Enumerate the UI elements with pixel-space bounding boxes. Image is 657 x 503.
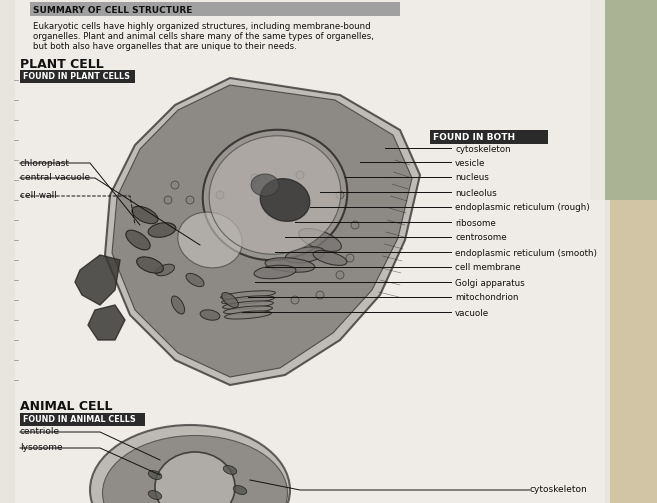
Circle shape	[171, 181, 179, 189]
Circle shape	[336, 271, 344, 279]
FancyBboxPatch shape	[610, 200, 657, 503]
Text: SUMMARY OF CELL STRUCTURE: SUMMARY OF CELL STRUCTURE	[33, 6, 193, 15]
Ellipse shape	[254, 265, 296, 279]
Circle shape	[351, 221, 359, 229]
Circle shape	[346, 254, 354, 262]
Ellipse shape	[155, 452, 235, 503]
Text: Eukaryotic cells have highly organized structures, including membrane-bound: Eukaryotic cells have highly organized s…	[33, 22, 371, 31]
FancyBboxPatch shape	[20, 70, 135, 83]
FancyBboxPatch shape	[30, 2, 400, 16]
Polygon shape	[105, 78, 420, 385]
Ellipse shape	[285, 247, 325, 263]
Text: nucleolus: nucleolus	[455, 189, 497, 198]
Ellipse shape	[102, 436, 288, 503]
Text: central vacuole: central vacuole	[20, 174, 90, 183]
Circle shape	[336, 191, 344, 199]
Text: centrosome: centrosome	[455, 233, 507, 242]
Ellipse shape	[126, 230, 150, 250]
Polygon shape	[75, 255, 120, 305]
Text: vacuole: vacuole	[455, 308, 489, 317]
Text: endoplasmic reticulum (rough): endoplasmic reticulum (rough)	[455, 204, 590, 212]
Ellipse shape	[171, 296, 185, 314]
Ellipse shape	[200, 310, 220, 320]
Text: FOUND IN BOTH: FOUND IN BOTH	[433, 132, 515, 141]
Text: endoplasmic reticulum (smooth): endoplasmic reticulum (smooth)	[455, 248, 597, 258]
Ellipse shape	[221, 291, 275, 299]
Ellipse shape	[299, 228, 342, 252]
Ellipse shape	[225, 311, 271, 319]
Text: lysosome: lysosome	[20, 444, 62, 453]
Ellipse shape	[251, 174, 279, 196]
Text: cell membrane: cell membrane	[455, 264, 520, 273]
FancyBboxPatch shape	[15, 0, 605, 503]
Ellipse shape	[148, 470, 162, 479]
Ellipse shape	[313, 250, 347, 266]
Ellipse shape	[221, 296, 275, 304]
Text: nucleus: nucleus	[455, 174, 489, 183]
Ellipse shape	[186, 274, 204, 287]
Text: cytoskeleton: cytoskeleton	[455, 144, 510, 153]
FancyBboxPatch shape	[590, 0, 657, 200]
Text: PLANT CELL: PLANT CELL	[20, 58, 104, 71]
Circle shape	[316, 291, 324, 299]
Text: vesicle: vesicle	[455, 158, 486, 167]
Text: cell wall: cell wall	[20, 192, 57, 201]
Circle shape	[251, 174, 259, 182]
Ellipse shape	[260, 179, 309, 221]
FancyBboxPatch shape	[20, 413, 145, 426]
Text: ribosome: ribosome	[455, 218, 496, 227]
FancyBboxPatch shape	[430, 130, 548, 144]
Polygon shape	[88, 305, 125, 340]
Ellipse shape	[148, 490, 162, 499]
Text: FOUND IN PLANT CELLS: FOUND IN PLANT CELLS	[23, 72, 130, 81]
Ellipse shape	[148, 223, 176, 237]
Circle shape	[186, 196, 194, 204]
Ellipse shape	[233, 485, 247, 494]
Ellipse shape	[209, 136, 341, 254]
Ellipse shape	[265, 258, 315, 272]
Text: mitochondrion: mitochondrion	[455, 293, 518, 302]
Ellipse shape	[137, 257, 164, 273]
Text: centriole: centriole	[20, 428, 60, 437]
Ellipse shape	[223, 466, 237, 474]
Text: but both also have organelles that are unique to their needs.: but both also have organelles that are u…	[33, 42, 297, 51]
Ellipse shape	[223, 301, 273, 309]
Ellipse shape	[221, 293, 238, 307]
Text: ANIMAL CELL: ANIMAL CELL	[20, 400, 112, 413]
Text: organelles. Plant and animal cells share many of the same types of organelles,: organelles. Plant and animal cells share…	[33, 32, 374, 41]
Circle shape	[296, 171, 304, 179]
Circle shape	[291, 296, 299, 304]
Ellipse shape	[223, 306, 273, 314]
Ellipse shape	[178, 212, 242, 268]
Text: cytoskeleton: cytoskeleton	[530, 485, 588, 494]
Text: Golgi apparatus: Golgi apparatus	[455, 279, 525, 288]
Ellipse shape	[203, 130, 348, 260]
Ellipse shape	[90, 425, 290, 503]
Polygon shape	[112, 85, 412, 377]
Circle shape	[216, 191, 224, 199]
Text: chloroplast: chloroplast	[20, 158, 70, 167]
Ellipse shape	[132, 206, 158, 224]
Ellipse shape	[156, 264, 175, 276]
Circle shape	[164, 196, 172, 204]
Text: FOUND IN ANIMAL CELLS: FOUND IN ANIMAL CELLS	[23, 415, 136, 424]
